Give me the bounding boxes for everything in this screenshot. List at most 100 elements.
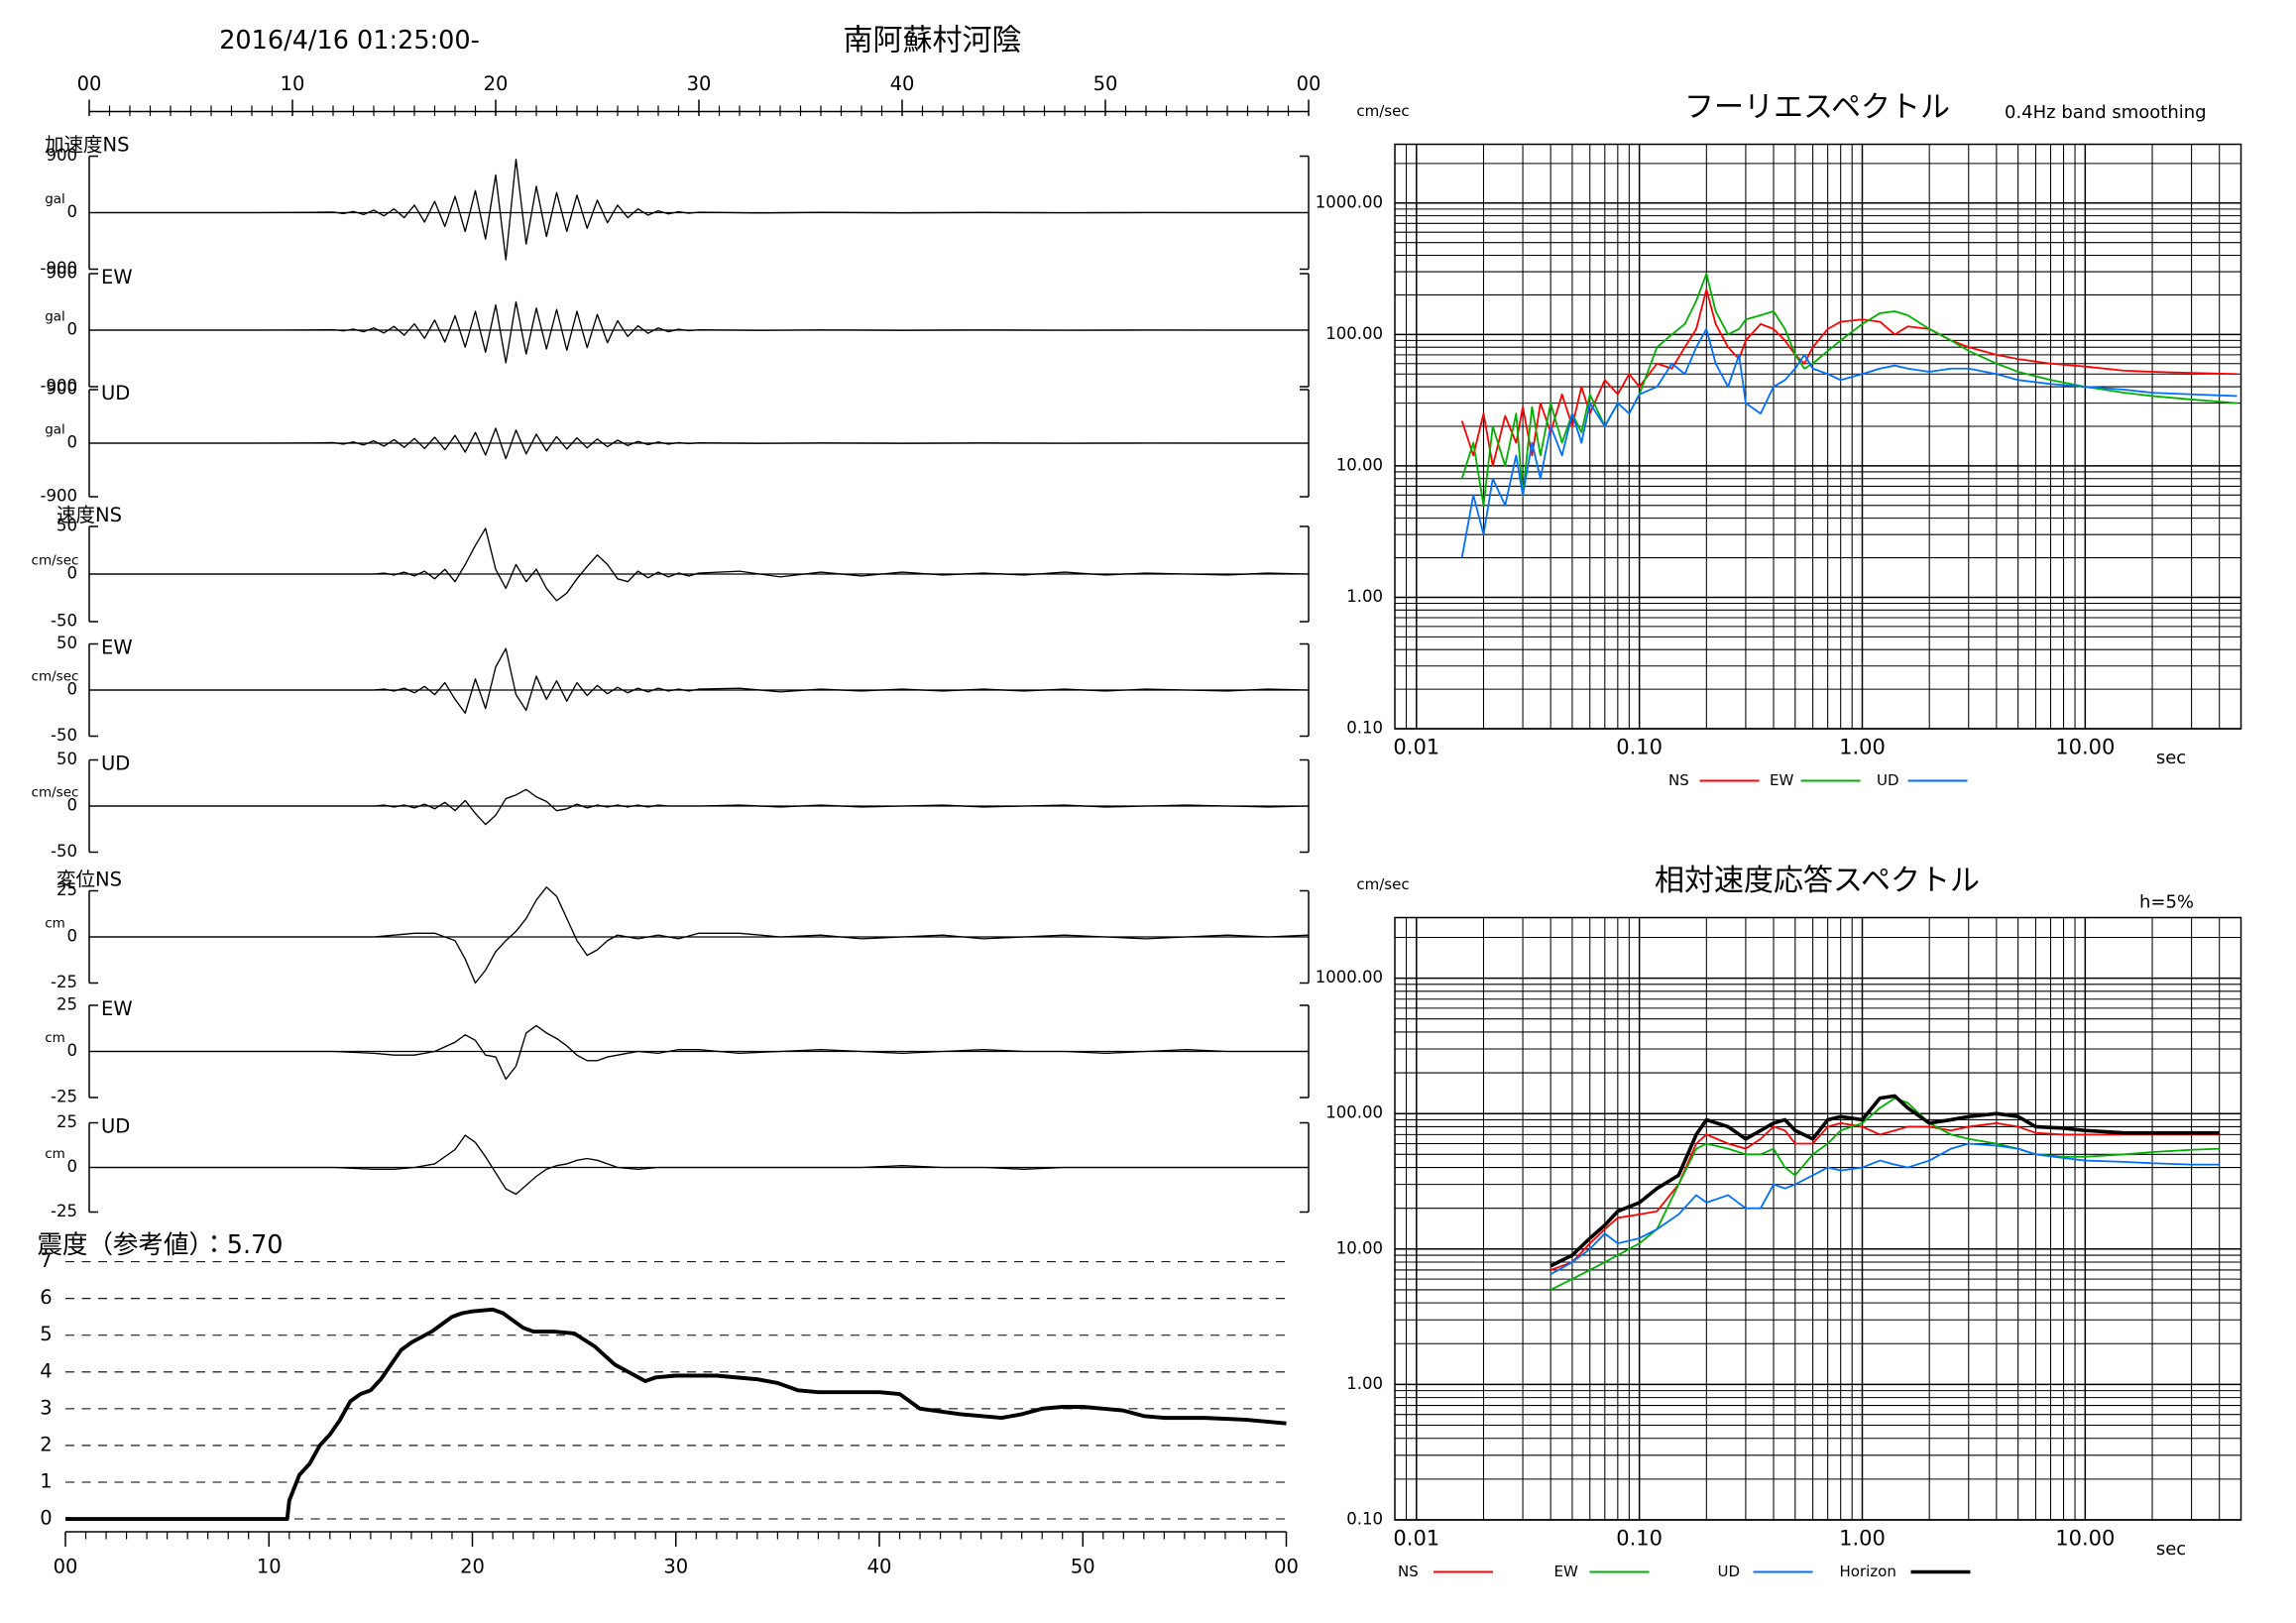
y-tick-label: -50 xyxy=(51,612,77,631)
chart-title: フーリエスペクトル xyxy=(1684,90,1950,125)
series-line xyxy=(1550,1094,2220,1268)
y-tick-label: 25 xyxy=(57,995,77,1014)
y-tick-label: 1.00 xyxy=(1346,587,1383,606)
series-line xyxy=(89,1024,1309,1081)
y-unit-label: cm/sec xyxy=(32,553,79,569)
series-line xyxy=(89,527,1310,602)
series-line xyxy=(1460,273,2238,507)
series-line xyxy=(89,427,1309,460)
record-datetime: 2016/4/16 01:25:00- xyxy=(219,26,480,56)
y-tick-label: -50 xyxy=(51,842,77,861)
x-unit-label: sec xyxy=(2156,1539,2186,1560)
series-line xyxy=(1460,327,2238,558)
y-tick-label: 5 xyxy=(40,1323,52,1345)
y-tick-label: 1 xyxy=(40,1469,52,1492)
x-tick-label: 30 xyxy=(687,72,712,95)
intensity-title: 震度（参考値）：5.70 xyxy=(38,1230,284,1260)
series-line xyxy=(89,1134,1309,1196)
plot-frame xyxy=(1394,916,2242,1521)
panel-label: EW xyxy=(101,637,133,659)
y-tick-label: 1.00 xyxy=(1346,1374,1383,1393)
series-line xyxy=(1550,1142,2220,1276)
legend-label: UD xyxy=(1877,771,1899,789)
y-tick-label: 0 xyxy=(67,1041,78,1060)
legend-label: NS xyxy=(1668,771,1689,789)
legend-label: NS xyxy=(1398,1563,1419,1580)
y-tick-label: 0.10 xyxy=(1346,1510,1383,1529)
series-line xyxy=(89,886,1310,985)
x-tick-label: 50 xyxy=(1071,1556,1095,1578)
x-tick-label: 00 xyxy=(1297,72,1321,95)
series-line xyxy=(1550,1121,2220,1271)
x-tick-label: 50 xyxy=(1093,72,1118,95)
panel-label: 変位NS xyxy=(57,869,122,891)
legend-label: EW xyxy=(1554,1563,1578,1580)
y-tick-label: -25 xyxy=(51,1202,77,1220)
x-tick-label: 00 xyxy=(1274,1556,1299,1578)
x-tick-label: 0.01 xyxy=(1393,736,1439,759)
panel-label: UD xyxy=(101,753,130,775)
x-unit-label: sec xyxy=(2156,748,2186,768)
x-tick-label: 20 xyxy=(460,1556,485,1578)
y-tick-label: 10.00 xyxy=(1336,1238,1383,1257)
y-tick-label: 7 xyxy=(40,1249,52,1272)
panel-label: UD xyxy=(101,1115,130,1138)
x-tick-label: 10 xyxy=(257,1556,282,1578)
panel-label: 速度NS xyxy=(57,504,122,526)
y-tick-label: 0 xyxy=(67,927,78,946)
x-tick-label: 10 xyxy=(281,72,305,95)
y-tick-label: 50 xyxy=(57,750,77,768)
y-unit-label: cm/sec xyxy=(32,669,79,685)
series-line xyxy=(89,158,1309,261)
legend-label: UD xyxy=(1718,1563,1741,1580)
plot-frame xyxy=(1394,143,2242,730)
y-unit-label: cm/sec xyxy=(1356,102,1409,120)
y-unit-label: cm/sec xyxy=(32,785,79,801)
chart-title: 相対速度応答スペクトル xyxy=(1655,864,1980,898)
y-tick-label: 3 xyxy=(40,1396,52,1419)
y-tick-label: 0 xyxy=(67,320,78,339)
y-unit-label: cm xyxy=(45,1030,65,1046)
y-tick-label: 100.00 xyxy=(1325,324,1383,343)
y-tick-label: 0 xyxy=(67,796,78,815)
x-tick-label: 0.01 xyxy=(1393,1527,1439,1551)
y-tick-label: -25 xyxy=(51,973,77,991)
y-tick-label: 6 xyxy=(40,1286,52,1309)
y-tick-label: 10.00 xyxy=(1336,455,1383,474)
x-tick-label: 00 xyxy=(77,72,102,95)
panel-label: 加速度NS xyxy=(45,134,129,157)
series-line xyxy=(65,1307,1287,1521)
y-tick-label: 50 xyxy=(57,517,77,535)
series-line xyxy=(89,788,1310,826)
y-tick-label: -900 xyxy=(41,259,77,278)
y-tick-label: 0 xyxy=(67,433,78,452)
y-tick-label: -900 xyxy=(41,487,77,506)
y-unit-label: gal xyxy=(45,422,65,438)
x-tick-label: 00 xyxy=(54,1556,78,1578)
y-unit-label: cm xyxy=(45,1146,65,1162)
damping-annotation: h=5% xyxy=(2139,892,2194,913)
y-unit-label: gal xyxy=(45,191,65,207)
station-title: 南阿蘇村河陰 xyxy=(844,24,1022,58)
series-line xyxy=(89,647,1310,714)
x-tick-label: 1.00 xyxy=(1839,736,1886,759)
x-tick-label: 10.00 xyxy=(2055,1527,2115,1551)
y-tick-label: 0 xyxy=(40,1507,52,1530)
y-tick-label: 0 xyxy=(67,680,78,699)
x-tick-label: 30 xyxy=(663,1556,688,1578)
y-tick-label: 0 xyxy=(67,202,78,221)
y-tick-label: 900 xyxy=(47,264,78,283)
y-tick-label: 2 xyxy=(40,1433,52,1455)
panel-label: UD xyxy=(101,382,130,405)
y-tick-label: 4 xyxy=(40,1359,52,1382)
legend-label: EW xyxy=(1770,771,1793,789)
x-tick-label: 0.10 xyxy=(1616,736,1663,759)
chart-subtitle: 0.4Hz band smoothing xyxy=(2005,102,2207,123)
y-unit-label: gal xyxy=(45,309,65,325)
x-tick-label: 40 xyxy=(890,72,915,95)
y-tick-label: 0.10 xyxy=(1346,719,1383,738)
y-tick-label: -900 xyxy=(41,377,77,396)
y-tick-label: 100.00 xyxy=(1325,1103,1383,1122)
